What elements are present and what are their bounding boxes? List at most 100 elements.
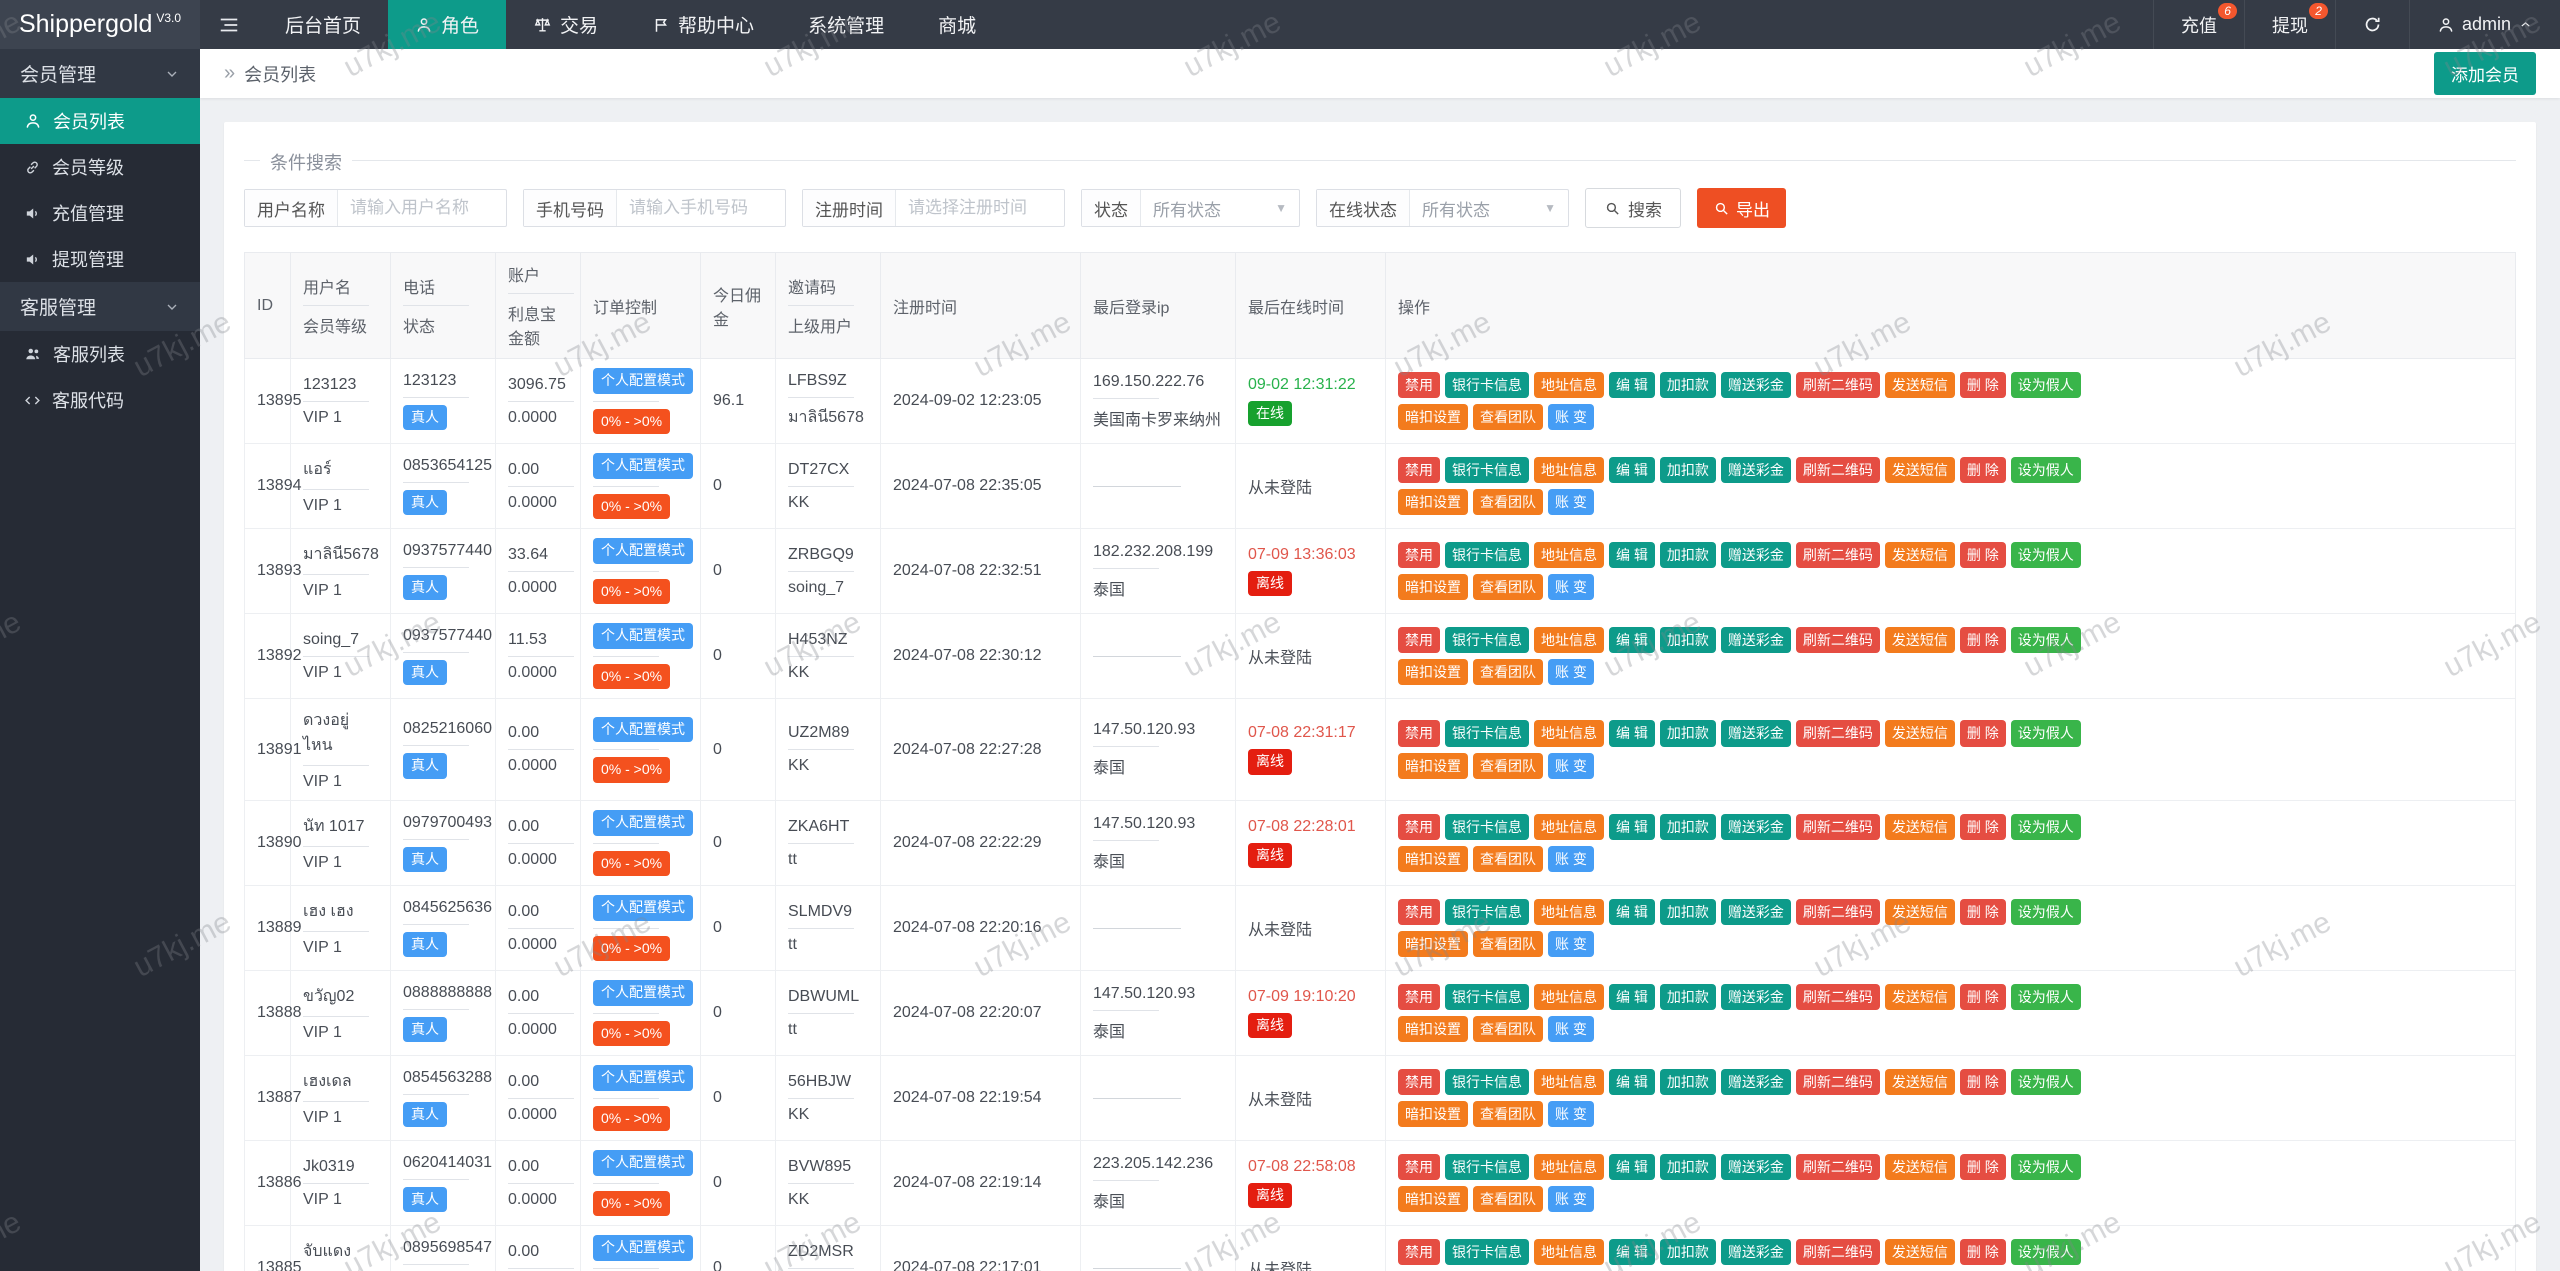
disable-button[interactable]: 禁用 — [1398, 1238, 1440, 1265]
gift-bonus-button[interactable]: 赠送彩金 — [1720, 813, 1791, 840]
address-info-button[interactable]: 地址信息 — [1534, 626, 1604, 653]
nav-item-3[interactable]: 交易 — [506, 0, 625, 49]
view-team-button[interactable]: 查看团队 — [1473, 931, 1543, 958]
online-status-select[interactable]: 所有状态 ▼ — [1410, 190, 1568, 226]
refresh-qrcode-button[interactable]: 刷新二维码 — [1795, 898, 1880, 925]
disable-button[interactable]: 禁用 — [1398, 720, 1440, 747]
send-sms-button[interactable]: 发送短信 — [1884, 626, 1955, 653]
delete-button[interactable]: 删 除 — [1959, 1068, 2006, 1095]
disable-button[interactable]: 禁用 — [1398, 983, 1440, 1010]
account-changes-button[interactable]: 账 变 — [1548, 659, 1594, 686]
address-info-button[interactable]: 地址信息 — [1534, 813, 1604, 840]
gift-bonus-button[interactable]: 赠送彩金 — [1720, 371, 1791, 398]
gift-bonus-button[interactable]: 赠送彩金 — [1720, 898, 1791, 925]
sidebar-item-客服代码[interactable]: 客服代码 — [0, 377, 200, 423]
hidden-deduct-settings-button[interactable]: 暗扣设置 — [1398, 1186, 1468, 1213]
delete-button[interactable]: 删 除 — [1959, 1153, 2006, 1180]
view-team-button[interactable]: 查看团队 — [1473, 489, 1543, 516]
nav-item-4[interactable]: 帮助中心 — [625, 0, 781, 49]
view-team-button[interactable]: 查看团队 — [1473, 1186, 1543, 1213]
username-input[interactable] — [338, 190, 506, 226]
sidebar-item-会员等级[interactable]: 会员等级 — [0, 144, 200, 190]
register-time-input[interactable] — [896, 190, 1064, 226]
send-sms-button[interactable]: 发送短信 — [1884, 541, 1955, 568]
phone-input[interactable] — [617, 190, 785, 226]
edit-button[interactable]: 编 辑 — [1609, 541, 1655, 568]
address-info-button[interactable]: 地址信息 — [1534, 1238, 1604, 1265]
view-team-button[interactable]: 查看团队 — [1473, 1016, 1543, 1043]
sidebar-item-会员列表[interactable]: 会员列表 — [0, 98, 200, 144]
address-info-button[interactable]: 地址信息 — [1534, 456, 1604, 483]
hidden-deduct-settings-button[interactable]: 暗扣设置 — [1398, 1016, 1468, 1043]
account-changes-button[interactable]: 账 变 — [1548, 574, 1594, 601]
address-info-button[interactable]: 地址信息 — [1534, 898, 1604, 925]
account-changes-button[interactable]: 账 变 — [1548, 931, 1594, 958]
gift-bonus-button[interactable]: 赠送彩金 — [1720, 1153, 1791, 1180]
refresh-qrcode-button[interactable]: 刷新二维码 — [1795, 1153, 1880, 1180]
edit-button[interactable]: 编 辑 — [1609, 1068, 1655, 1095]
edit-button[interactable]: 编 辑 — [1609, 371, 1655, 398]
add-member-button[interactable]: 添加会员 — [2434, 52, 2536, 95]
account-changes-button[interactable]: 账 变 — [1548, 752, 1594, 779]
hidden-deduct-settings-button[interactable]: 暗扣设置 — [1398, 489, 1468, 516]
edit-button[interactable]: 编 辑 — [1609, 898, 1655, 925]
account-changes-button[interactable]: 账 变 — [1548, 404, 1594, 431]
set-fake-user-button[interactable]: 设为假人 — [2010, 813, 2081, 840]
delete-button[interactable]: 删 除 — [1959, 541, 2006, 568]
edit-button[interactable]: 编 辑 — [1609, 983, 1655, 1010]
send-sms-button[interactable]: 发送短信 — [1884, 898, 1955, 925]
view-team-button[interactable]: 查看团队 — [1473, 752, 1543, 779]
edit-button[interactable]: 编 辑 — [1609, 813, 1655, 840]
sidebar-item-客服列表[interactable]: 客服列表 — [0, 331, 200, 377]
hidden-deduct-settings-button[interactable]: 暗扣设置 — [1398, 404, 1468, 431]
adjust-balance-button[interactable]: 加扣款 — [1659, 371, 1716, 398]
bank-card-info-button[interactable]: 银行卡信息 — [1445, 371, 1529, 398]
disable-button[interactable]: 禁用 — [1398, 456, 1440, 483]
delete-button[interactable]: 删 除 — [1959, 371, 2006, 398]
sidebar-item-提现管理[interactable]: 提现管理 — [0, 236, 200, 282]
refresh-qrcode-button[interactable]: 刷新二维码 — [1795, 1238, 1880, 1265]
nav-item-5[interactable]: 系统管理 — [781, 0, 911, 49]
bank-card-info-button[interactable]: 银行卡信息 — [1445, 541, 1529, 568]
hidden-deduct-settings-button[interactable]: 暗扣设置 — [1398, 846, 1468, 873]
address-info-button[interactable]: 地址信息 — [1534, 1153, 1604, 1180]
account-changes-button[interactable]: 账 变 — [1548, 1186, 1594, 1213]
send-sms-button[interactable]: 发送短信 — [1884, 720, 1955, 747]
export-button[interactable]: 导出 — [1697, 188, 1786, 228]
set-fake-user-button[interactable]: 设为假人 — [2010, 456, 2081, 483]
set-fake-user-button[interactable]: 设为假人 — [2010, 1068, 2081, 1095]
send-sms-button[interactable]: 发送短信 — [1884, 456, 1955, 483]
adjust-balance-button[interactable]: 加扣款 — [1659, 1153, 1716, 1180]
view-team-button[interactable]: 查看团队 — [1473, 846, 1543, 873]
set-fake-user-button[interactable]: 设为假人 — [2010, 898, 2081, 925]
edit-button[interactable]: 编 辑 — [1609, 626, 1655, 653]
edit-button[interactable]: 编 辑 — [1609, 1153, 1655, 1180]
gift-bonus-button[interactable]: 赠送彩金 — [1720, 541, 1791, 568]
send-sms-button[interactable]: 发送短信 — [1884, 1153, 1955, 1180]
search-button[interactable]: 搜索 — [1585, 188, 1681, 228]
account-changes-button[interactable]: 账 变 — [1548, 1016, 1594, 1043]
refresh-qrcode-button[interactable]: 刷新二维码 — [1795, 720, 1880, 747]
delete-button[interactable]: 删 除 — [1959, 898, 2006, 925]
adjust-balance-button[interactable]: 加扣款 — [1659, 720, 1716, 747]
refresh-qrcode-button[interactable]: 刷新二维码 — [1795, 983, 1880, 1010]
hidden-deduct-settings-button[interactable]: 暗扣设置 — [1398, 752, 1468, 779]
gift-bonus-button[interactable]: 赠送彩金 — [1720, 1068, 1791, 1095]
disable-button[interactable]: 禁用 — [1398, 898, 1440, 925]
adjust-balance-button[interactable]: 加扣款 — [1659, 898, 1716, 925]
admin-menu[interactable]: admin — [2408, 0, 2560, 49]
gift-bonus-button[interactable]: 赠送彩金 — [1720, 720, 1791, 747]
set-fake-user-button[interactable]: 设为假人 — [2010, 541, 2081, 568]
bank-card-info-button[interactable]: 银行卡信息 — [1445, 1238, 1529, 1265]
adjust-balance-button[interactable]: 加扣款 — [1659, 813, 1716, 840]
send-sms-button[interactable]: 发送短信 — [1884, 983, 1955, 1010]
bank-card-info-button[interactable]: 银行卡信息 — [1445, 813, 1529, 840]
set-fake-user-button[interactable]: 设为假人 — [2010, 983, 2081, 1010]
adjust-balance-button[interactable]: 加扣款 — [1659, 983, 1716, 1010]
hidden-deduct-settings-button[interactable]: 暗扣设置 — [1398, 659, 1468, 686]
disable-button[interactable]: 禁用 — [1398, 626, 1440, 653]
status-select[interactable]: 所有状态 ▼ — [1141, 190, 1299, 226]
refresh-qrcode-button[interactable]: 刷新二维码 — [1795, 456, 1880, 483]
edit-button[interactable]: 编 辑 — [1609, 1238, 1655, 1265]
send-sms-button[interactable]: 发送短信 — [1884, 371, 1955, 398]
